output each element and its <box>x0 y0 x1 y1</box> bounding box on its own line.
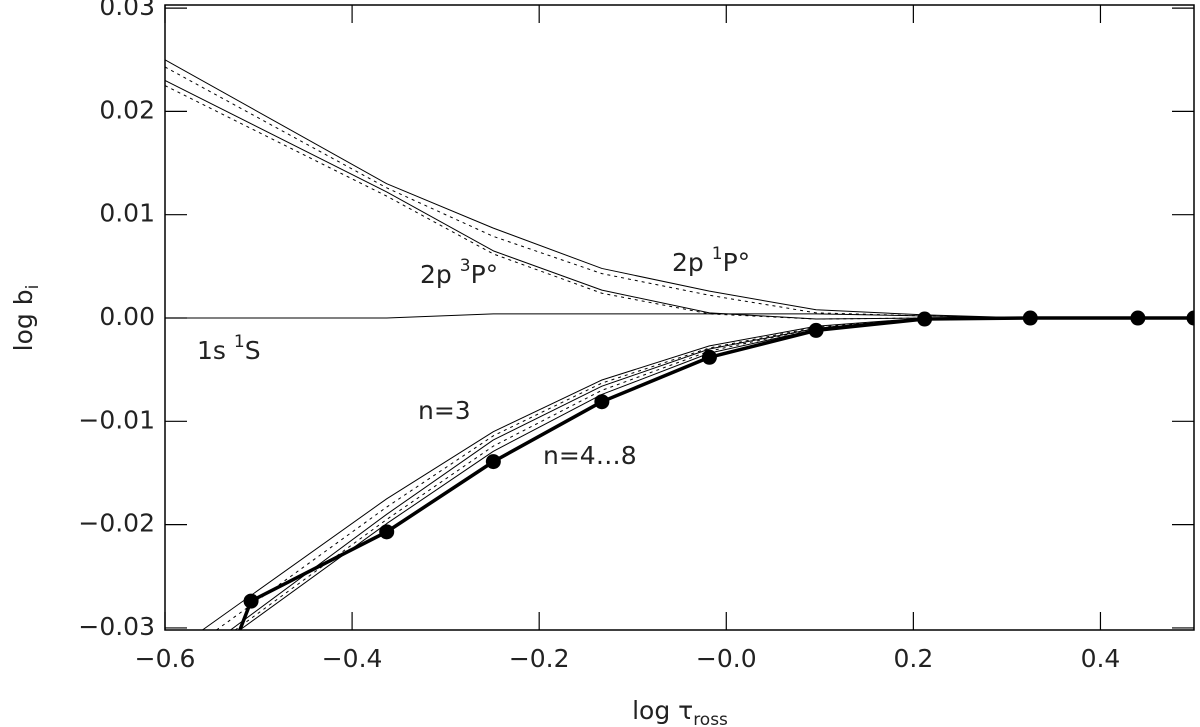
annotation: 2p 3P° <box>420 256 498 289</box>
point-marker <box>379 524 395 540</box>
y-tick-label: −0.03 <box>78 612 155 641</box>
x-tick-label: −0.4 <box>322 644 383 673</box>
x-tick-label: −0.6 <box>135 644 196 673</box>
x-axis-label-sub: ross <box>693 710 728 727</box>
annotation: n=3 <box>418 396 471 425</box>
x-tick-label: 0.4 <box>1081 644 1121 673</box>
series-line <box>234 317 1194 630</box>
annotation-text: n=3 <box>418 396 471 425</box>
annotation-text: 1s <box>197 336 234 365</box>
y-tick-label: 0.01 <box>99 199 155 228</box>
annotation-sup: 3 <box>460 256 471 276</box>
point-marker <box>917 311 933 327</box>
y-tick-label: −0.02 <box>78 509 155 538</box>
x-tick-label: 0.2 <box>893 644 933 673</box>
annotation-sup: 1 <box>234 332 245 352</box>
point-marker <box>808 322 824 338</box>
annotation: n=4…8 <box>543 441 637 470</box>
annotation-text: 2p <box>672 248 712 277</box>
series-line <box>165 66 1194 319</box>
series-line <box>165 85 1194 320</box>
series-line <box>165 79 1194 320</box>
point-marker <box>1130 310 1146 326</box>
annotation-text: n=4…8 <box>543 441 637 470</box>
data-layer <box>165 59 1194 630</box>
series-line <box>238 316 1194 630</box>
y-tick-label: 0.02 <box>99 95 155 124</box>
x-tick-label: −0.2 <box>509 644 570 673</box>
point-marker <box>1022 310 1038 326</box>
series-line <box>202 317 1194 630</box>
annotation-text: P° <box>723 248 751 277</box>
annotation-sup: 1 <box>712 244 723 264</box>
point-marker <box>485 454 501 470</box>
x-tick-label: −0.0 <box>696 644 757 673</box>
series-line <box>216 317 1194 630</box>
annotation-text: 2p <box>420 260 460 289</box>
y-tick-label: 0.03 <box>99 0 155 21</box>
x-axis-label-main: log τ <box>632 696 693 725</box>
y-axis-label-main: log b <box>9 289 38 351</box>
y-axis-label: log bi <box>9 285 43 352</box>
series-line <box>230 317 1194 630</box>
y-tick-label: 0.00 <box>99 302 155 331</box>
y-tick-label: −0.01 <box>78 405 155 434</box>
series-line <box>165 59 1194 319</box>
annotation-text: S <box>245 336 261 365</box>
y-axis-label-sub: i <box>23 285 43 290</box>
point-marker <box>701 349 717 365</box>
point-marker <box>594 394 610 410</box>
point-marker <box>243 593 259 609</box>
annotation-text: P° <box>471 260 499 289</box>
annotation: 1s 1S <box>197 332 261 365</box>
series-line <box>239 317 1194 630</box>
x-axis-label: log τross <box>632 696 728 727</box>
annotation: 2p 1P° <box>672 244 750 277</box>
